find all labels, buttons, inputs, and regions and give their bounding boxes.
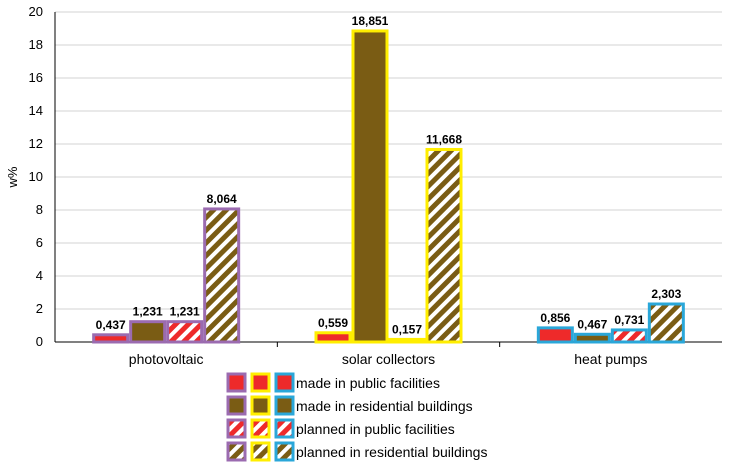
y-tick-label: 16 (29, 70, 43, 85)
data-label-made-in-residential-buildings-solar-collectors: 18,851 (352, 14, 389, 28)
legend-swatch (250, 395, 271, 416)
legend-swatch (250, 372, 271, 393)
data-label-planned-in-public-facilities-photovoltaic: 1,231 (170, 305, 200, 319)
x-tick-label-photovoltaic: photovoltaic (129, 351, 204, 367)
data-label-made-in-residential-buildings-photovoltaic: 1,231 (133, 305, 163, 319)
y-tick-label: 10 (29, 169, 43, 184)
bar-planned-in-residential-buildings-heat-pumps (647, 302, 685, 344)
bar-made-in-public-facilities-solar-collectors (314, 331, 352, 344)
bar-made-in-residential-buildings-photovoltaic (129, 320, 167, 344)
y-tick-label: 6 (36, 235, 43, 250)
y-tick-label: 18 (29, 37, 43, 52)
y-tick-label: 14 (29, 103, 43, 118)
legend: made in public facilities made in residen… (226, 372, 487, 462)
bar-planned-in-public-facilities-photovoltaic (166, 320, 204, 344)
y-tick-label: 2 (36, 301, 43, 316)
y-tick-label: 0 (36, 334, 43, 349)
data-label-planned-in-public-facilities-heat-pumps: 0,731 (614, 313, 644, 327)
legend-swatch (250, 441, 271, 462)
bar-planned-in-public-facilities-heat-pumps (610, 328, 648, 344)
legend-item-planned-in-residential-buildings: planned in residential buildings (226, 441, 487, 462)
legend-item-made-in-residential-buildings: made in residential buildings (226, 395, 473, 416)
y-tick-label: 4 (36, 268, 43, 283)
legend-label: made in public facilities (296, 375, 440, 391)
legend-swatch (226, 418, 247, 439)
bar-made-in-residential-buildings-solar-collectors (351, 29, 389, 344)
bars (92, 29, 685, 344)
legend-swatch (274, 395, 295, 416)
bar-made-in-public-facilities-photovoltaic (92, 333, 130, 344)
x-tick-label-solar-collectors: solar collectors (342, 351, 435, 367)
y-tick-label: 20 (29, 4, 43, 19)
legend-label: made in residential buildings (296, 398, 473, 414)
bar-made-in-residential-buildings-heat-pumps (573, 332, 611, 344)
data-label-planned-in-residential-buildings-heat-pumps: 2,303 (651, 287, 681, 301)
legend-swatch (274, 372, 295, 393)
legend-item-made-in-public-facilities: made in public facilities (226, 372, 440, 393)
bar-planned-in-residential-buildings-solar-collectors (425, 147, 463, 344)
data-label-made-in-public-facilities-solar-collectors: 0,559 (318, 316, 348, 330)
legend-swatch (226, 395, 247, 416)
bar-planned-in-public-facilities-solar-collectors (388, 337, 426, 344)
y-axis-title: w% (5, 166, 20, 188)
legend-swatch (274, 441, 295, 462)
legend-swatch (226, 441, 247, 462)
legend-label: planned in residential buildings (296, 444, 487, 460)
data-label-planned-in-public-facilities-solar-collectors: 0,157 (392, 322, 422, 336)
legend-swatch (250, 418, 271, 439)
data-label-made-in-public-facilities-photovoltaic: 0,437 (96, 318, 126, 332)
bar-planned-in-residential-buildings-photovoltaic (203, 207, 241, 344)
y-tick-label: 8 (36, 202, 43, 217)
legend-swatch (274, 418, 295, 439)
y-tick-label: 12 (29, 136, 43, 151)
data-label-made-in-public-facilities-heat-pumps: 0,856 (540, 311, 570, 325)
x-tick-label-heat-pumps: heat pumps (574, 351, 647, 367)
data-label-planned-in-residential-buildings-solar-collectors: 11,668 (426, 132, 462, 146)
legend-label: planned in public facilities (296, 421, 455, 437)
data-label-made-in-residential-buildings-heat-pumps: 0,467 (577, 317, 607, 331)
data-label-planned-in-residential-buildings-photovoltaic: 8,064 (207, 192, 237, 206)
legend-swatch (226, 372, 247, 393)
legend-item-planned-in-public-facilities: planned in public facilities (226, 418, 455, 439)
bar-made-in-public-facilities-heat-pumps (536, 326, 574, 344)
data-labels: 0,437 1,231 1,231 8,064 0,559 18,851 0,157 11,6… (96, 14, 682, 336)
